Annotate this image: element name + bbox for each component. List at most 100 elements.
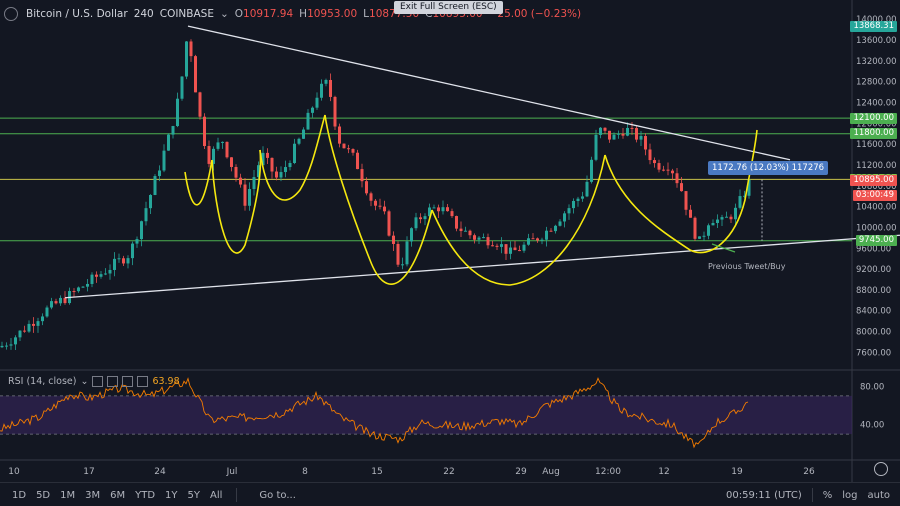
candle-body — [108, 269, 112, 274]
candle-body — [212, 148, 215, 164]
candle-body — [441, 207, 445, 212]
timeframe-button[interactable]: All — [210, 489, 223, 501]
candle-body — [113, 258, 116, 270]
yellow-pattern-curve — [431, 154, 606, 286]
upper-trendline — [187, 25, 791, 161]
candle-body — [302, 129, 305, 139]
lower-trendline — [64, 234, 900, 299]
candle-body — [311, 107, 314, 113]
candle-body — [221, 141, 224, 143]
candle-body — [144, 208, 148, 222]
candle-body — [702, 235, 706, 237]
candle-body — [630, 127, 634, 129]
candle-body — [270, 157, 274, 172]
price-tick-label: 12800.00 — [856, 78, 897, 88]
timeframe-button[interactable]: 1D — [12, 489, 27, 501]
candle-body — [365, 181, 368, 194]
timeframe-button[interactable]: 1M — [60, 489, 76, 501]
log-toggle[interactable]: log — [842, 489, 858, 501]
candle-body — [45, 307, 49, 317]
open-label: O — [234, 8, 244, 20]
previous-tweet-annotation: Previous Tweet/Buy — [708, 262, 786, 271]
close-icon[interactable] — [122, 376, 134, 387]
candle-body — [171, 126, 175, 135]
time-axis-label: 10 — [8, 467, 20, 477]
candle-body — [203, 116, 206, 147]
candle-body — [567, 208, 571, 214]
settings-icon[interactable] — [107, 376, 119, 387]
price-label-badge: 10895.00 — [850, 175, 897, 187]
time-axis-label: Jul — [226, 467, 238, 477]
price-tick-label: 9600.00 — [856, 244, 891, 254]
candle-body — [747, 179, 751, 196]
candle-body — [342, 143, 346, 149]
price-tick-label: 13200.00 — [856, 57, 897, 67]
candle-body — [743, 195, 746, 197]
candle-body — [518, 250, 521, 252]
bitcoin-logo-icon — [4, 7, 18, 21]
candle-body — [482, 237, 485, 239]
chevron-down-icon[interactable]: ⌄ — [219, 8, 229, 20]
candle-body — [356, 152, 359, 170]
timeframe-button[interactable]: 3M — [85, 489, 101, 501]
candle-body — [549, 230, 553, 232]
auto-toggle[interactable]: auto — [867, 489, 890, 501]
candle-body — [531, 238, 535, 240]
candle-body — [428, 207, 431, 217]
gear-icon[interactable] — [874, 462, 888, 476]
price-tick-label: 10400.00 — [856, 203, 897, 213]
eye-icon[interactable] — [92, 376, 104, 387]
annotation-arrow — [711, 243, 736, 253]
candle-body — [140, 221, 143, 240]
timeframe-button[interactable]: 5Y — [187, 489, 201, 501]
price-tick-label: 12400.00 — [856, 99, 897, 109]
timeframe-button[interactable]: YTD — [135, 489, 156, 501]
candle-body — [423, 216, 427, 220]
candle-body — [59, 297, 62, 304]
candle-body — [5, 345, 8, 347]
candle-body — [387, 211, 391, 236]
candle-body — [716, 219, 719, 223]
candle-body — [99, 274, 103, 277]
rsi-band — [0, 395, 852, 435]
candle-body — [450, 211, 454, 217]
candle-body — [243, 184, 247, 206]
more-icon[interactable] — [137, 376, 149, 387]
yellow-pattern-curve — [604, 129, 758, 254]
candle-body — [32, 323, 35, 326]
time-axis-label: 12 — [658, 467, 669, 477]
exit-fullscreen-toast[interactable]: Exit Full Screen (ESC) — [394, 1, 503, 14]
candle-body — [63, 297, 67, 304]
goto-button[interactable]: Go to... — [259, 489, 296, 501]
candle-body — [621, 133, 625, 136]
rsi-line — [0, 377, 749, 449]
candle-body — [50, 301, 53, 308]
exchange-label[interactable]: COINBASE — [159, 8, 214, 20]
candle-body — [671, 170, 674, 174]
interval-label[interactable]: 240 — [133, 8, 154, 20]
candle-body — [126, 258, 130, 264]
time-axis-label: 17 — [83, 467, 94, 477]
timeframe-button[interactable]: 6M — [110, 489, 126, 501]
rsi-label[interactable]: RSI (14, close) — [8, 376, 77, 387]
chevron-down-icon[interactable]: ⌄ — [80, 376, 89, 387]
symbol-name[interactable]: Bitcoin / U.S. Dollar — [26, 8, 128, 20]
timeframe-button[interactable]: 5D — [36, 489, 51, 501]
candle-body — [86, 283, 89, 287]
open-value: 10917.94 — [243, 8, 294, 20]
price-tick-label: 11600.00 — [856, 140, 897, 150]
percent-toggle[interactable]: % — [822, 489, 833, 501]
candle-body — [522, 244, 526, 251]
candle-body — [576, 198, 580, 202]
candle-body — [693, 217, 697, 239]
candle-body — [216, 142, 220, 149]
timeframe-button[interactable]: 1Y — [165, 489, 178, 501]
candle-body — [275, 171, 278, 178]
candle-body — [689, 209, 692, 218]
candle-body — [635, 128, 638, 140]
candle-body — [491, 245, 494, 247]
price-label-badge: 13868.31 — [850, 20, 897, 32]
candle-body — [648, 149, 652, 161]
